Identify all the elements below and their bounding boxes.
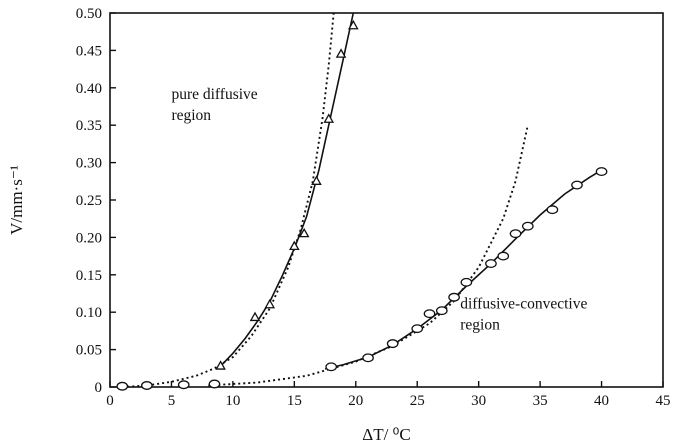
fit-curve-dotted	[122, 12, 335, 388]
y-tick-label: 0.35	[76, 118, 102, 134]
annotation-convective-line: region	[460, 316, 500, 333]
circle-marker	[362, 353, 374, 363]
circle-marker	[208, 379, 221, 389]
x-tick-label: 15	[287, 393, 302, 409]
circle-marker	[141, 381, 153, 390]
triangle-marker	[311, 175, 322, 185]
y-tick-label: 0.15	[76, 268, 102, 284]
annotations: pure diffusive region diffusive-convective…	[171, 86, 587, 333]
circle-marker	[386, 339, 399, 349]
annotation-diffusive-line: region	[171, 107, 211, 124]
circle-marker	[435, 306, 448, 316]
circle-marker	[509, 229, 522, 239]
circle-marker	[485, 259, 497, 269]
x-tick-label: 20	[348, 393, 363, 409]
circle-marker	[521, 221, 534, 231]
triangle-marker	[215, 360, 226, 370]
x-tick-label: 5	[168, 393, 176, 409]
circle-marker	[116, 381, 129, 391]
x-tick-label: 35	[533, 393, 548, 409]
y-tick-label: 0.20	[76, 230, 102, 246]
circle-marker	[411, 324, 424, 334]
x-axis-label: ΔT/ ⁰C	[362, 425, 410, 444]
triangle-marker	[323, 113, 335, 123]
annotation-convective-line: diffusive-convective	[460, 295, 587, 312]
y-axis-label: V/mm·s⁻¹	[7, 165, 26, 235]
triangle-marker	[289, 240, 300, 251]
circle-marker	[546, 205, 559, 215]
x-tick-label: 30	[471, 393, 486, 409]
fit-curve-solid	[220, 12, 355, 367]
fit-curve-dotted	[208, 124, 529, 387]
y-tick-label: 0.10	[76, 305, 102, 321]
y-tick-label: 0.45	[76, 43, 102, 59]
annotation-diffusive-line: pure diffusive	[171, 86, 257, 103]
triangle-marker	[249, 311, 261, 322]
x-tick-label: 10	[225, 393, 240, 409]
fit-curve-solid	[324, 169, 603, 370]
circle-marker	[595, 167, 608, 177]
circle-marker	[177, 380, 190, 390]
triangle-marker	[264, 298, 276, 309]
plot-area	[109, 12, 664, 388]
circle-marker	[497, 251, 510, 261]
y-tick-label: 0.25	[76, 193, 102, 209]
data-markers	[116, 19, 608, 391]
y-tick-label: 0.40	[76, 81, 102, 97]
plot-frame	[109, 12, 664, 388]
y-tick-label: 0.30	[76, 156, 102, 172]
axes: 0 5 10 15 20 25 30 35 40 45 0 0.05 0.10 0.15 0.20 0.25 0…	[76, 6, 671, 409]
circle-marker	[423, 309, 436, 319]
y-tick-label: 0	[95, 380, 103, 396]
y-tick-label: 0.05	[76, 343, 102, 359]
triangle-marker	[348, 19, 359, 30]
fit-curves	[122, 12, 603, 388]
y-tick-label: 0.50	[76, 6, 102, 22]
x-tick-label: 0	[106, 393, 114, 409]
triangle-marker	[335, 48, 347, 58]
triangle-marker	[298, 227, 310, 238]
x-tick-label: 45	[656, 393, 671, 409]
x-tick-label: 40	[594, 393, 609, 409]
x-tick-label: 25	[410, 393, 425, 409]
circle-marker	[571, 180, 583, 190]
circle-marker	[448, 292, 460, 302]
circle-marker	[460, 277, 473, 287]
circle-marker	[325, 362, 338, 372]
